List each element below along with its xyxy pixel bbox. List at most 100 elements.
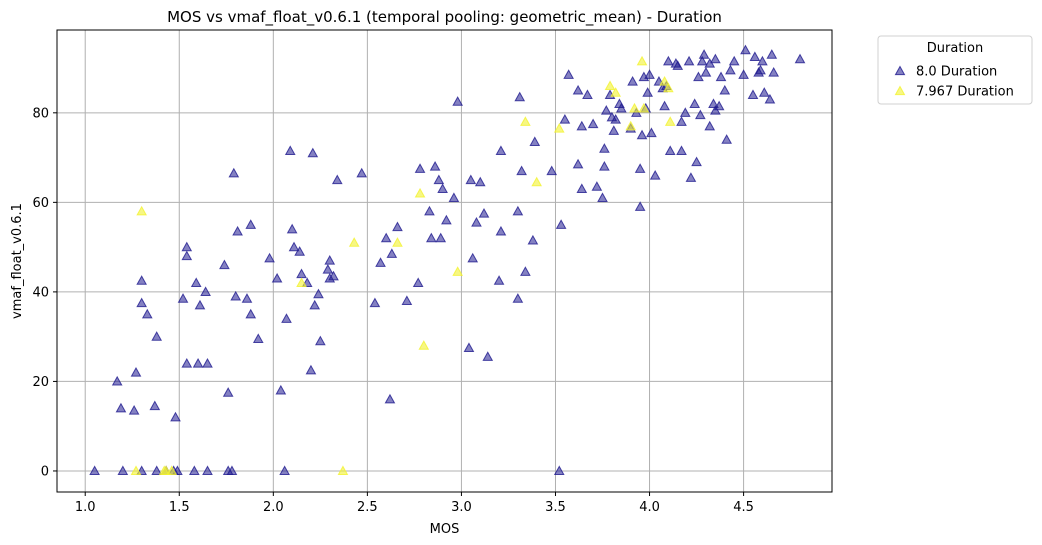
scatter-point — [638, 102, 650, 113]
axis-ticks: 1.0 1.5 2.0 2.5 3.0 3.5 4.0 4.5 0 20 40 60 80 — [32, 106, 753, 515]
scatter-point — [128, 404, 140, 415]
scatter-point — [646, 127, 657, 138]
scatter-point — [587, 118, 599, 129]
scatter-point — [764, 93, 776, 104]
scatter-point — [386, 248, 398, 258]
scatter-point — [662, 55, 674, 66]
scatter-point — [296, 277, 307, 288]
scatter-point — [482, 351, 494, 361]
scatter-point — [271, 272, 283, 283]
plot-frame — [56, 29, 833, 493]
scatter-point — [222, 387, 234, 397]
scatter-point — [582, 89, 593, 100]
scatter-point — [188, 465, 200, 476]
scatter-point — [636, 129, 648, 140]
scatter-point — [493, 275, 505, 285]
scatter-point — [115, 402, 127, 413]
scatter-point — [136, 275, 147, 285]
scatter-point — [676, 145, 687, 155]
scatter-point — [749, 51, 761, 61]
scatter-point — [275, 384, 287, 395]
scatter-point — [553, 465, 565, 476]
scatter-point — [591, 181, 603, 191]
scatter-point — [337, 465, 349, 476]
y-axis-label: vmaf_float_v0.6.1 — [10, 203, 25, 319]
scatter-point — [425, 232, 437, 243]
scatter-point — [331, 174, 343, 185]
scatter-point — [676, 116, 687, 126]
scatter-point — [111, 375, 123, 386]
scatter-point — [264, 252, 275, 263]
scatter-point — [683, 55, 695, 66]
scatter-point — [672, 60, 684, 70]
scatter-point — [740, 44, 751, 55]
scatter-point — [151, 465, 163, 476]
scatter-point — [452, 96, 464, 106]
scatter-point — [608, 125, 620, 135]
scatter-point — [719, 84, 731, 95]
scatter-point — [758, 87, 770, 97]
scatter-point — [471, 216, 482, 227]
scatter-point — [768, 66, 780, 77]
scatter-point — [245, 219, 257, 229]
y-tick-label: 60 — [32, 196, 49, 211]
x-tick-label: 3.0 — [451, 500, 472, 515]
scatter-point — [495, 225, 507, 236]
scatter-point — [747, 89, 759, 100]
y-tick-label: 40 — [32, 285, 49, 300]
x-tick-label: 3.5 — [545, 500, 566, 515]
scatter-point — [356, 167, 368, 178]
scatter-point — [452, 266, 464, 276]
x-tick-label: 1.0 — [75, 500, 96, 515]
scatter-point — [649, 169, 661, 180]
scatter-point — [512, 205, 524, 216]
x-tick-label: 4.5 — [733, 500, 754, 515]
scatter-point — [324, 255, 336, 265]
y-tick-label: 20 — [32, 375, 49, 390]
x-tick-label: 4.0 — [639, 500, 660, 515]
scatter-point — [136, 297, 147, 308]
scatter-point — [305, 364, 317, 375]
scatter-point — [546, 165, 558, 176]
scatter-point — [662, 82, 674, 93]
scatter-point — [710, 53, 721, 64]
scatter-point — [610, 114, 622, 124]
scatter-point — [322, 263, 334, 274]
scatter-point — [435, 232, 447, 243]
scatter-point — [694, 109, 706, 120]
scatter-point — [136, 205, 147, 216]
scatter-point — [369, 297, 381, 308]
scatter-point — [766, 49, 778, 59]
scatter-point — [600, 105, 612, 115]
scatter-point — [348, 237, 360, 247]
scatter-point — [659, 75, 670, 86]
scatter-point — [241, 293, 253, 303]
scatter-point — [228, 167, 240, 178]
scatter-point — [448, 192, 460, 202]
scatter-point — [117, 465, 129, 476]
scatter-point — [604, 80, 616, 91]
scatter-point — [170, 411, 181, 422]
scatter-point — [728, 55, 740, 66]
scatter-point — [738, 69, 749, 79]
scatter-point — [414, 163, 426, 173]
scatter-point — [629, 102, 640, 113]
scatter-point — [226, 465, 238, 476]
scatter-point — [474, 176, 486, 187]
scatter-point — [627, 75, 638, 86]
scatter-point — [200, 286, 211, 296]
scatter-point — [437, 183, 448, 194]
scatter-point — [313, 288, 324, 299]
scatter-point — [572, 158, 584, 169]
legend-box — [877, 35, 1033, 105]
scatter-point — [314, 335, 326, 346]
y-tick-label: 80 — [32, 106, 49, 121]
scatter-point — [465, 174, 477, 185]
scatter-point — [375, 257, 386, 267]
scatter-point — [392, 221, 403, 232]
scatter-point — [704, 120, 716, 131]
scatter-point — [664, 116, 676, 126]
y-tick-label: 0 — [41, 464, 49, 479]
scatter-point — [141, 308, 153, 319]
scatter-point — [284, 145, 296, 155]
